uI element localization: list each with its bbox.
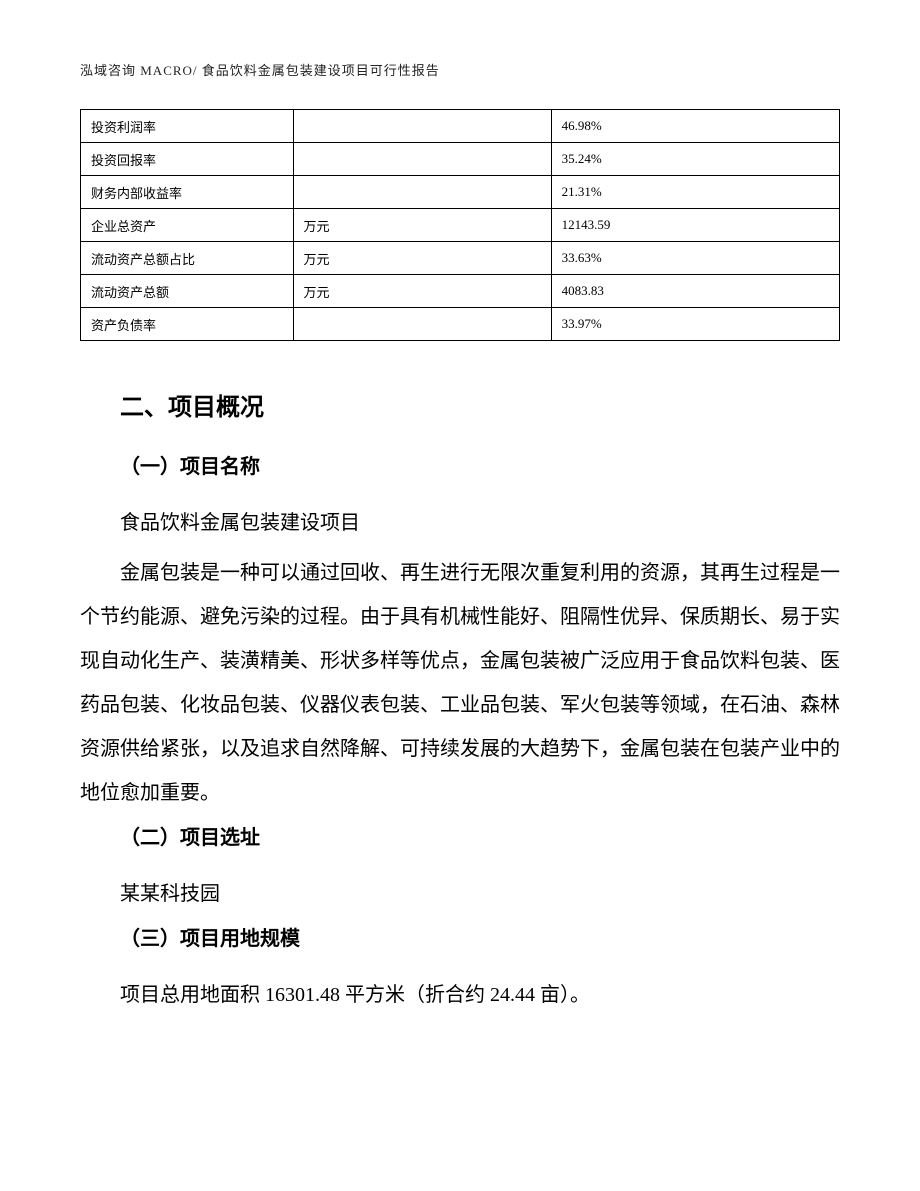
- metrics-table-body: 投资利润率 46.98% 投资回报率 35.24% 财务内部收益率 21.31%…: [81, 110, 840, 341]
- table-row: 企业总资产 万元 12143.59: [81, 209, 840, 242]
- body-text: 项目总用地面积 16301.48 平方米（折合约 24.44 亩）。: [80, 973, 840, 1017]
- table-row: 流动资产总额 万元 4083.83: [81, 275, 840, 308]
- cell-unit: [293, 308, 551, 341]
- cell-value: 33.63%: [551, 242, 839, 275]
- cell-unit: 万元: [293, 209, 551, 242]
- sub-heading-2-2: （二）项目选址: [120, 821, 840, 850]
- cell-label: 流动资产总额占比: [81, 242, 294, 275]
- cell-unit: [293, 110, 551, 143]
- cell-value: 33.97%: [551, 308, 839, 341]
- sub-heading-2-1: （一）项目名称: [120, 450, 840, 479]
- table-row: 财务内部收益率 21.31%: [81, 176, 840, 209]
- table-row: 资产负债率 33.97%: [81, 308, 840, 341]
- cell-label: 财务内部收益率: [81, 176, 294, 209]
- cell-label: 投资利润率: [81, 110, 294, 143]
- body-text: 食品饮料金属包装建设项目: [80, 501, 840, 545]
- page: 泓域咨询 MACRO/ 食品饮料金属包装建设项目可行性报告 投资利润率 46.9…: [0, 0, 920, 1191]
- cell-value: 12143.59: [551, 209, 839, 242]
- cell-unit: [293, 143, 551, 176]
- sub-heading-2-3: （三）项目用地规模: [120, 922, 840, 951]
- table-row: 流动资产总额占比 万元 33.63%: [81, 242, 840, 275]
- cell-value: 4083.83: [551, 275, 839, 308]
- cell-value: 35.24%: [551, 143, 839, 176]
- cell-label: 投资回报率: [81, 143, 294, 176]
- cell-unit: [293, 176, 551, 209]
- cell-unit: 万元: [293, 242, 551, 275]
- page-header: 泓域咨询 MACRO/ 食品饮料金属包装建设项目可行性报告: [80, 60, 840, 79]
- metrics-table: 投资利润率 46.98% 投资回报率 35.24% 财务内部收益率 21.31%…: [80, 109, 840, 341]
- section-heading-2: 二、项目概况: [120, 387, 840, 422]
- cell-label: 企业总资产: [81, 209, 294, 242]
- cell-value: 46.98%: [551, 110, 839, 143]
- table-row: 投资回报率 35.24%: [81, 143, 840, 176]
- body-text: 某某科技园: [80, 872, 840, 916]
- cell-unit: 万元: [293, 275, 551, 308]
- cell-value: 21.31%: [551, 176, 839, 209]
- cell-label: 流动资产总额: [81, 275, 294, 308]
- table-row: 投资利润率 46.98%: [81, 110, 840, 143]
- body-text: 金属包装是一种可以通过回收、再生进行无限次重复利用的资源，其再生过程是一个节约能…: [80, 551, 840, 815]
- cell-label: 资产负债率: [81, 308, 294, 341]
